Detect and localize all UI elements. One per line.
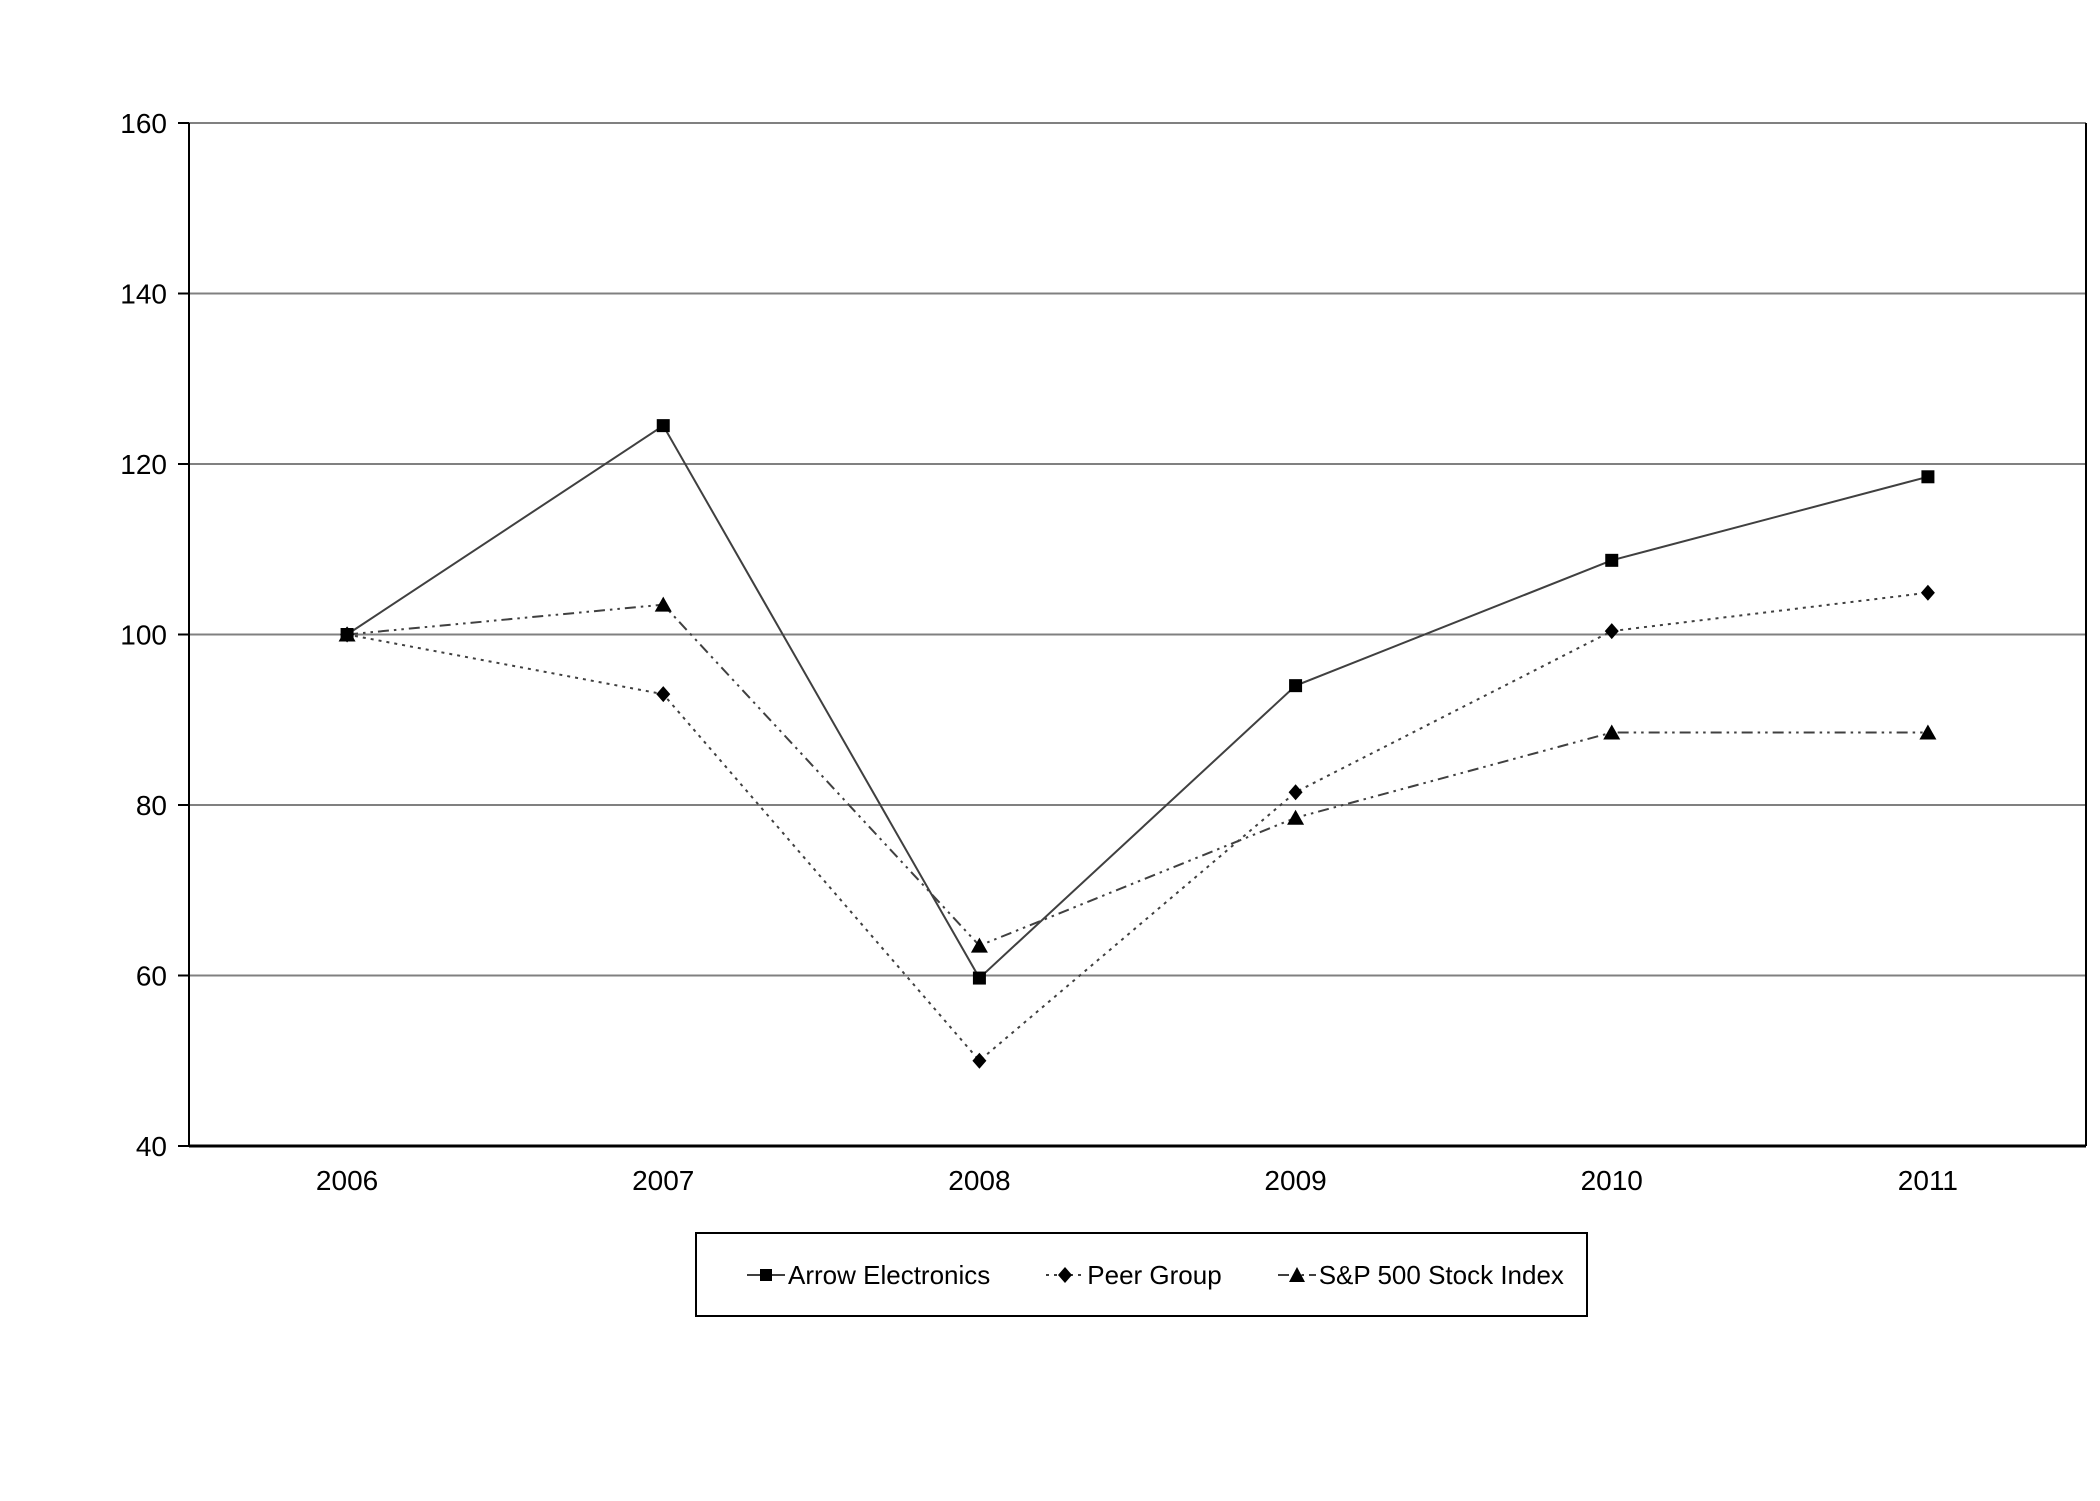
legend-item-peer-group: Peer Group: [1046, 1259, 1222, 1290]
data-point-marker: [654, 596, 672, 612]
data-point-marker: [656, 686, 671, 703]
x-axis-label: 2008: [948, 1165, 1010, 1196]
dash-dot-line-triangle-marker-icon: [1277, 1266, 1316, 1282]
data-point-marker: [972, 1052, 987, 1069]
data-point-marker: [338, 626, 356, 642]
y-axis-label: 80: [136, 790, 167, 821]
x-axis-label: 2011: [1898, 1165, 1958, 1196]
legend-label: Peer Group: [1087, 1259, 1222, 1290]
y-axis-label: 40: [136, 1131, 167, 1162]
data-point-marker: [1920, 584, 1935, 601]
x-axis-label: 2006: [316, 1165, 378, 1196]
data-point-marker: [1287, 809, 1305, 825]
data-point-marker: [1921, 470, 1935, 484]
data-point-marker: [1605, 553, 1619, 567]
data-point-marker: [972, 971, 986, 985]
data-point-marker: [1604, 623, 1619, 640]
series-line: [346, 603, 1928, 947]
y-axis-label: 140: [120, 278, 167, 309]
legend: Arrow Electronics Peer Group S&P 500 Sto…: [695, 1232, 1588, 1317]
series-line: [346, 424, 1929, 980]
data-point-marker: [1289, 679, 1303, 693]
data-point-marker: [1603, 724, 1621, 740]
legend-item-sp500: S&P 500 Stock Index: [1277, 1259, 1564, 1290]
legend-label: S&P 500 Stock Index: [1318, 1259, 1564, 1290]
data-point-marker: [1919, 724, 1937, 740]
y-axis-label: 160: [120, 108, 167, 139]
x-axis-label: 2010: [1581, 1165, 1643, 1196]
data-point-marker: [970, 937, 988, 953]
x-axis-label: 2007: [632, 1165, 694, 1196]
dotted-line-diamond-marker-icon: [1046, 1266, 1085, 1283]
solid-line-square-marker-icon: [747, 1268, 785, 1281]
data-point-marker: [1288, 784, 1303, 801]
legend-item-arrow-electronics: Arrow Electronics: [747, 1262, 990, 1288]
y-axis-label: 100: [120, 619, 167, 650]
data-point-marker: [656, 419, 670, 433]
y-axis-label: 60: [136, 960, 167, 991]
x-axis-label: 2009: [1264, 1165, 1326, 1196]
series-line: [346, 591, 1929, 1063]
legend-label: Arrow Electronics: [788, 1259, 991, 1290]
y-axis-label: 120: [120, 449, 167, 480]
